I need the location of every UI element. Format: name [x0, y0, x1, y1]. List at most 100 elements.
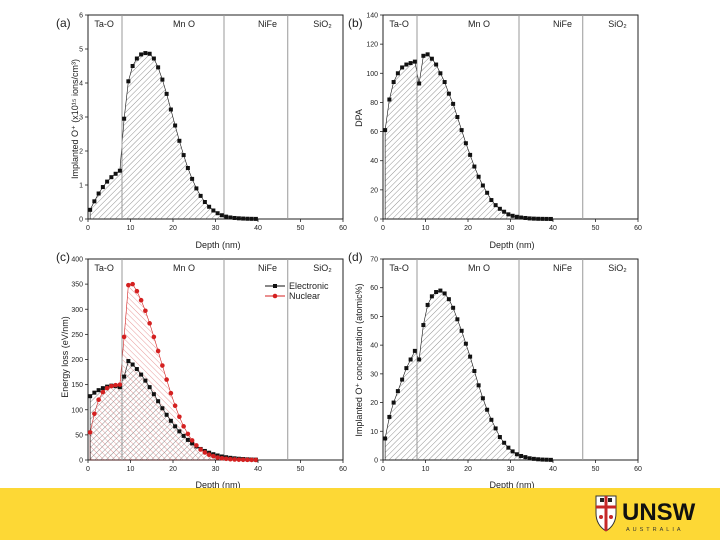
data-point	[391, 80, 396, 85]
x-tick-label: 60	[339, 466, 347, 473]
data-point	[223, 456, 229, 462]
data-point	[130, 362, 135, 367]
data-point	[236, 457, 242, 462]
data-point	[147, 321, 152, 326]
data-point	[113, 171, 118, 176]
data-point	[383, 436, 388, 441]
data-point	[245, 457, 250, 463]
y-tick-label: 60	[370, 129, 378, 136]
data-point	[147, 51, 152, 56]
data-point	[121, 334, 127, 340]
data-point	[519, 453, 524, 458]
data-point	[173, 123, 178, 128]
data-point	[408, 357, 413, 362]
data-point	[506, 212, 511, 217]
data-point	[211, 453, 216, 459]
x-tick-label: 20	[464, 225, 472, 232]
data-point	[109, 383, 114, 389]
data-point	[100, 386, 105, 391]
data-point	[202, 200, 207, 204]
data-point	[497, 206, 502, 211]
y-axis-label-a: Implanted O⁺ (x10¹⁵ ions/cm³)	[70, 59, 80, 179]
data-point	[151, 392, 156, 397]
data-point	[400, 65, 405, 70]
y-tick-label: 0	[374, 458, 378, 465]
data-point	[506, 445, 511, 450]
legend-label: Nuclear	[289, 291, 320, 301]
y-tick-label: 0	[79, 217, 83, 224]
data-point	[96, 397, 101, 403]
y-tick-label: 120	[366, 42, 378, 49]
x-tick-label: 20	[464, 466, 472, 473]
data-point	[194, 186, 199, 191]
x-tick-label: 10	[422, 466, 430, 473]
data-point	[211, 208, 216, 213]
data-point	[523, 215, 528, 220]
x-axis-label-a: Depth (nm)	[195, 240, 240, 250]
data-point	[476, 383, 481, 388]
y-tick-label: 3	[79, 115, 83, 122]
data-point	[105, 179, 110, 184]
data-point	[228, 456, 233, 462]
region-label: SiO₂	[608, 19, 627, 29]
data-point	[472, 368, 477, 373]
y-tick-label: 40	[370, 343, 378, 350]
data-point	[198, 447, 203, 452]
data-point	[468, 152, 473, 157]
region-label: NiFe	[258, 263, 277, 273]
y-tick-label: 40	[370, 158, 378, 165]
y-tick-label: 2	[79, 149, 83, 156]
data-point	[434, 62, 439, 67]
data-point	[215, 455, 220, 460]
x-tick-label: 20	[169, 225, 177, 232]
data-point	[100, 185, 105, 190]
data-point	[438, 288, 443, 293]
x-axis-label-d: Depth (nm)	[489, 480, 534, 490]
data-point	[168, 107, 173, 112]
data-point	[510, 449, 515, 454]
data-point	[164, 377, 169, 382]
data-point	[451, 305, 456, 310]
data-point	[536, 216, 541, 221]
data-point	[387, 97, 392, 102]
x-tick-label: 50	[297, 225, 305, 232]
x-tick-label: 10	[422, 225, 430, 232]
data-point	[139, 372, 144, 377]
data-point	[181, 433, 186, 438]
x-tick-label: 60	[339, 225, 347, 232]
data-point	[117, 382, 123, 387]
x-tick-label: 60	[634, 225, 642, 232]
data-point	[241, 216, 246, 221]
data-point	[400, 377, 405, 382]
data-point	[421, 323, 426, 328]
y-axis-label-c: Energy loss (eV/nm)	[60, 316, 70, 398]
region-label: Mn O	[468, 263, 490, 273]
x-tick-label: 30	[212, 466, 220, 473]
x-tick-label: 40	[254, 466, 262, 473]
data-point	[92, 390, 97, 395]
region-label: Ta-O	[94, 263, 114, 273]
data-point	[425, 302, 430, 307]
data-point	[134, 288, 140, 294]
data-point	[219, 455, 225, 461]
data-point	[395, 389, 400, 394]
region-label: NiFe	[553, 19, 572, 29]
y-tick-label: 60	[370, 285, 378, 292]
y-tick-label: 350	[71, 282, 83, 289]
x-tick-label: 30	[507, 225, 515, 232]
y-tick-label: 10	[370, 429, 378, 436]
region-label: Ta-O	[389, 19, 409, 29]
data-point	[548, 457, 553, 462]
data-point	[459, 128, 464, 133]
crest-icon	[595, 495, 617, 532]
data-point	[138, 297, 144, 303]
data-point	[544, 457, 549, 462]
data-point	[92, 411, 97, 417]
data-point	[463, 341, 468, 346]
data-point	[395, 71, 400, 76]
y-tick-label: 50	[75, 432, 83, 439]
x-tick-label: 0	[381, 466, 385, 473]
region-label: NiFe	[553, 263, 572, 273]
data-point	[536, 457, 541, 462]
data-point	[113, 382, 118, 388]
